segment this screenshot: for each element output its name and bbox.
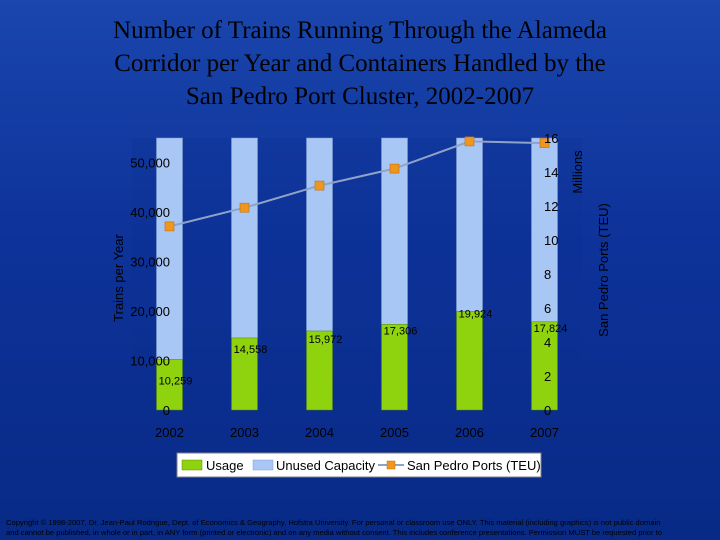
bar-unused-2003 [231,137,258,339]
right-tick-6: 12 [544,199,558,214]
left-tick-2: 20,000 [130,304,170,319]
teu-point-2006 [464,136,475,147]
legend-san-pedro-ports: San Pedro Ports (TEU) [407,458,541,473]
copyright-notice: Copyright © 1998-2007, Dr. Jean-Paul Rod… [6,518,712,540]
right-tick-1: 2 [544,369,551,384]
teu-line [169,140,545,228]
chart-title: Number of Trains Running Through the Ala… [20,14,700,113]
data-labels-group: 10,259 14,558 15,972 17,306 19,924 17,824 [159,308,568,387]
bar-usage-2002 [156,359,183,411]
bar-usage-2005 [381,324,408,411]
data-label-2005: 17,306 [384,325,418,337]
legend-usage-swatch [181,459,203,471]
bar-usage-2003 [231,337,258,411]
left-axis-label: Trains per Year [111,233,126,321]
title-line-3: San Pedro Port Cluster, 2002-2007 [185,83,535,110]
bar-unused-2007 [531,137,558,323]
line-series-group [164,136,550,232]
right-axis-unit: Millions [570,150,585,194]
data-label-2003: 14,558 [234,344,268,356]
x-tick-2002: 2002 [155,425,184,440]
x-axis-ticks: 2002 2003 2004 2005 2006 2007 [155,425,559,440]
bar-unused-2006 [456,137,483,312]
x-tick-2004: 2004 [305,425,334,440]
bar-usage-2004 [306,330,333,411]
data-label-2007: 17,824 [534,323,568,335]
right-tick-5: 10 [544,233,558,248]
bar-usage-2007 [531,321,558,411]
right-tick-7: 14 [544,165,558,180]
left-tick-0: 0 [163,403,170,418]
title-line-1: Number of Trains Running Through the Ala… [113,17,607,44]
legend-teu-marker [386,460,396,470]
x-tick-2003: 2003 [230,425,259,440]
right-axis-ticks: 0 2 4 6 8 10 12 14 16 [544,131,558,418]
legend: Usage Unused Capacity San Pedro Ports (T… [176,452,542,478]
legend-unused-capacity: Unused Capacity [276,458,375,473]
teu-point-2003 [239,202,250,213]
teu-point-2005 [389,163,400,174]
left-tick-3: 30,000 [130,255,170,270]
title-line-2: Corridor per Year and Containers Handled… [114,50,606,77]
data-label-2004: 15,972 [309,334,343,346]
right-tick-2: 4 [544,335,551,350]
bar-usage-2006 [456,311,483,411]
teu-point-2007 [539,138,550,148]
right-tick-8: 16 [544,131,558,146]
bar-unused-2004 [306,137,333,332]
x-tick-2005: 2005 [380,425,409,440]
legend-usage: Usage [206,458,244,473]
legend-unused-swatch [252,459,274,471]
teu-point-2002 [164,221,175,232]
right-tick-4: 8 [544,267,551,282]
right-tick-0: 0 [544,403,551,418]
data-label-2006: 19,924 [459,308,493,320]
left-tick-4: 40,000 [130,205,170,220]
teu-point-2004 [314,180,325,191]
left-axis-ticks: 0 10,000 20,000 30,000 40,000 50,000 [130,156,170,418]
left-tick-1: 10,000 [130,354,170,369]
copyright-line-1: Copyright © 1998-2007, Dr. Jean-Paul Rod… [6,518,661,527]
bars-group [156,137,558,411]
x-tick-2006: 2006 [455,425,484,440]
legend-box [176,452,542,478]
x-tick-2007: 2007 [530,425,559,440]
right-axis-label: San Pedro Ports (TEU) [596,203,611,337]
copyright-line-2: and cannot be published, in whole or in … [6,528,662,537]
data-label-2002: 10,259 [159,375,193,387]
plot-area [132,138,582,410]
bar-unused-2002 [156,137,183,360]
right-tick-3: 6 [544,301,551,316]
left-tick-5: 50,000 [130,156,170,171]
